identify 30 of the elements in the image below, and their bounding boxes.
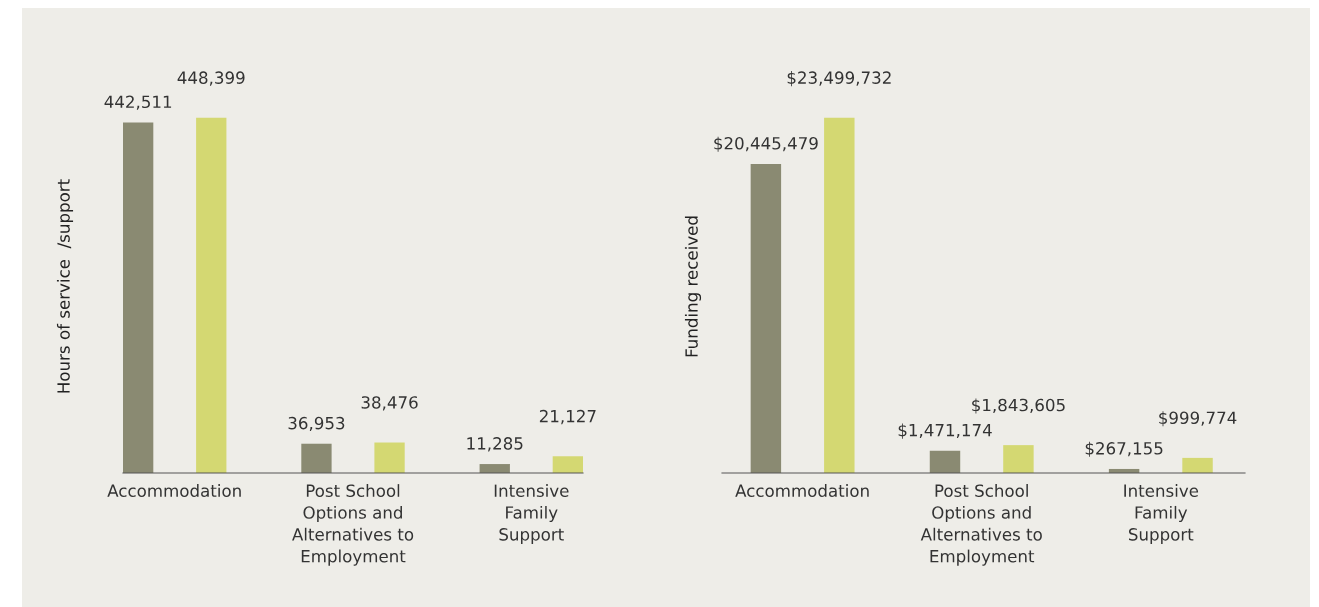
x-tick-label: Intensive Family Support xyxy=(494,484,569,544)
x-tick-label: Accommodation xyxy=(735,484,869,498)
data-label: $267,155 xyxy=(1085,441,1163,457)
data-label: $999,774 xyxy=(1159,411,1237,427)
x-tick-label: Accommodation xyxy=(107,484,241,498)
data-label: 11,285 xyxy=(467,437,523,452)
bar xyxy=(929,450,961,473)
bar xyxy=(1003,445,1034,473)
data-label: 21,127 xyxy=(539,409,596,425)
bar xyxy=(196,117,227,473)
data-label: 36,953 xyxy=(288,416,345,432)
bar xyxy=(123,122,154,473)
x-tick-label: Post School Options and Alternatives to Employment xyxy=(292,484,414,566)
data-label: $1,843,605 xyxy=(972,398,1065,414)
data-label: 448,399 xyxy=(177,71,245,86)
bar xyxy=(374,442,405,473)
bar xyxy=(552,456,583,473)
data-label: 442,511 xyxy=(104,95,172,110)
y-axis-title: Funding received xyxy=(684,216,702,357)
x-tick-label: Post School Options and Alternatives to Employment xyxy=(920,484,1042,566)
y-axis-title: Hours of service /support xyxy=(56,179,74,393)
bar xyxy=(301,443,332,473)
data-label: $20,445,479 xyxy=(714,136,818,152)
bar xyxy=(750,163,782,473)
x-tick-label: Intensive Family Support xyxy=(1124,484,1199,544)
data-label: $1,471,174 xyxy=(898,423,992,439)
data-label: 38,476 xyxy=(361,396,418,411)
bar xyxy=(824,117,855,473)
data-label: $23,499,732 xyxy=(787,71,891,87)
bar xyxy=(1182,457,1213,473)
